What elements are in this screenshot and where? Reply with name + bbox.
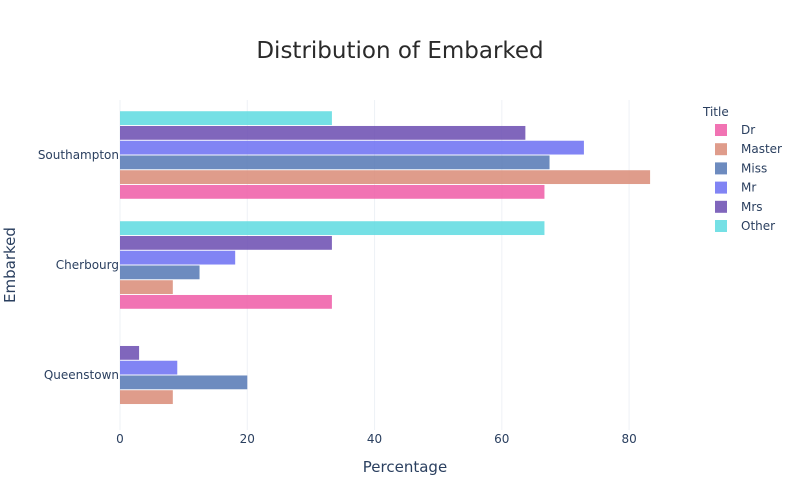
grid-lines [119,100,630,430]
x-tick-label: 0 [116,432,124,446]
legend-swatch-master[interactable] [715,143,727,156]
bar-mr-southampton[interactable] [120,140,584,155]
legend-item-dr[interactable]: Dr [741,123,755,137]
x-tick-label: 40 [367,432,382,446]
y-tick-label: Southampton [38,148,119,162]
y-tick-label: Queenstown [44,368,119,382]
bar-dr-southampton[interactable] [120,184,545,199]
bar-mr-cherbourg[interactable] [120,250,236,265]
legend-swatch-other[interactable] [715,220,727,232]
x-tick-label: 80 [621,432,636,446]
legend[interactable]: Title Dr Master Miss Mr Mrs Other [702,105,782,233]
legend-title: Title [702,105,729,119]
legend-item-other[interactable]: Other [741,219,775,233]
bar-dr-cherbourg[interactable] [120,294,332,309]
legend-swatch-mr[interactable] [715,181,727,194]
legend-swatch-miss[interactable] [715,162,727,175]
bars [120,111,651,405]
bar-mrs-queenstown[interactable] [120,345,140,360]
bar-mrs-southampton[interactable] [120,125,526,140]
y-axis-ticks: Southampton Cherbourg Queenstown [38,148,119,382]
bar-miss-queenstown[interactable] [120,375,248,390]
legend-item-mrs[interactable]: Mrs [741,200,763,214]
bar-master-cherbourg[interactable] [120,280,173,295]
bar-master-southampton[interactable] [120,170,651,185]
x-axis-ticks: 0 20 40 60 80 [116,432,637,446]
y-axis-title: Embarked [1,227,19,303]
bar-mr-queenstown[interactable] [120,360,178,375]
y-tick-label: Cherbourg [56,258,119,272]
bar-master-queenstown[interactable] [120,390,173,405]
bar-other-cherbourg[interactable] [120,221,545,236]
chart-title: Distribution of Embarked [256,38,543,64]
legend-item-miss[interactable]: Miss [741,161,767,175]
x-tick-label: 20 [240,432,255,446]
x-axis-title: Percentage [363,458,447,476]
bar-miss-southampton[interactable] [120,155,550,170]
legend-swatch-dr[interactable] [715,124,727,136]
legend-item-master[interactable]: Master [741,142,782,156]
legend-item-mr[interactable]: Mr [741,181,756,195]
legend-swatch-mrs[interactable] [715,200,727,213]
bar-mrs-cherbourg[interactable] [120,235,332,250]
bar-miss-cherbourg[interactable] [120,265,200,280]
x-tick-label: 60 [494,432,509,446]
bar-other-southampton[interactable] [120,111,332,126]
